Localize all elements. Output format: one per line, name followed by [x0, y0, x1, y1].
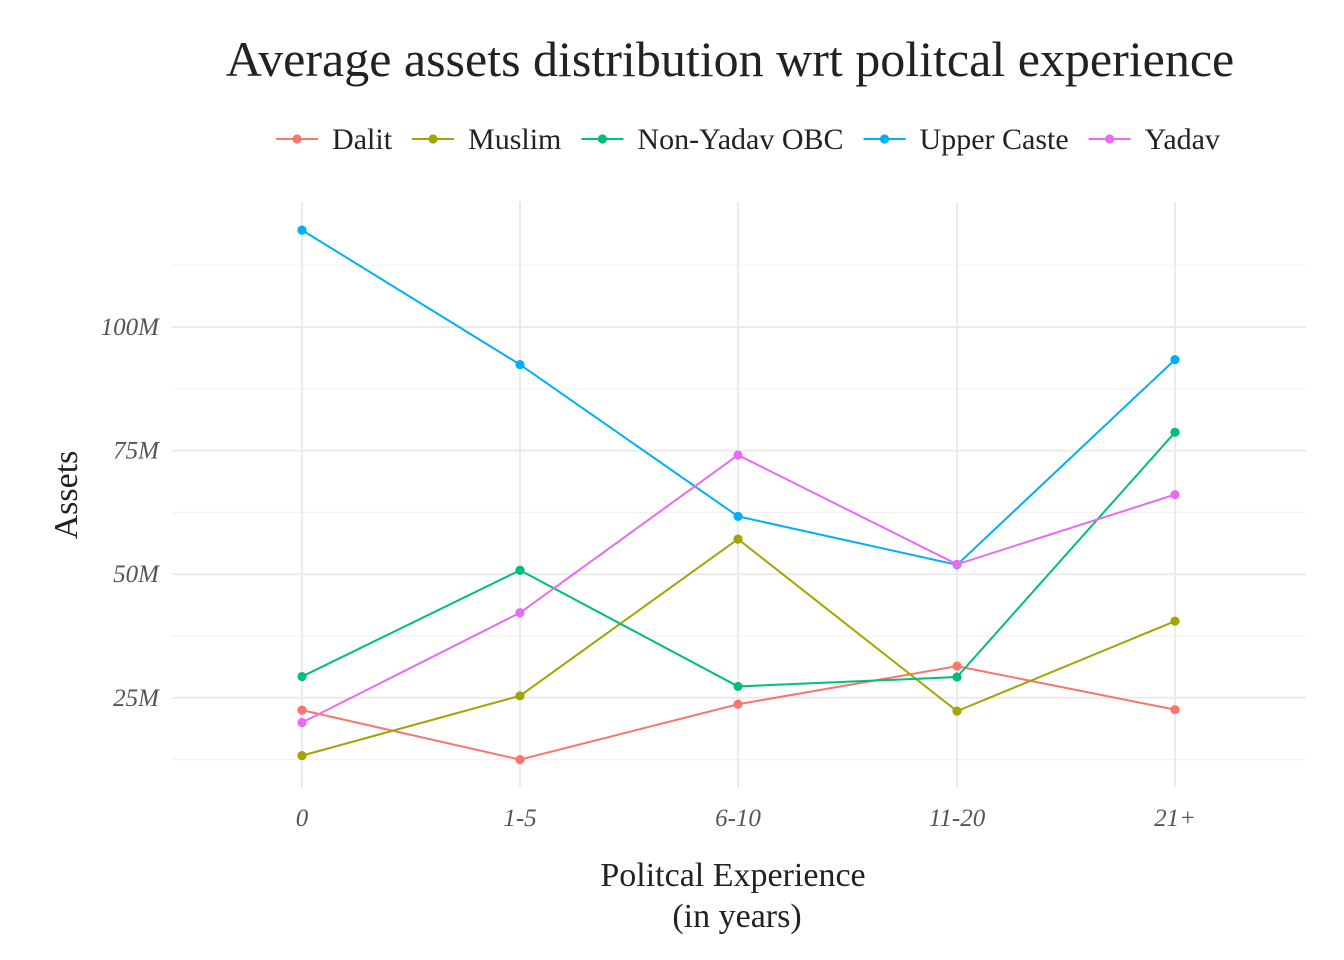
legend-key-point — [879, 134, 890, 144]
data-point-dalit-21 — [1170, 705, 1180, 715]
legend-label-yadav: Yadav — [1145, 123, 1220, 156]
data-point-non-yadav-obc-0 — [297, 671, 307, 682]
legend-item-non-yadav-obc: Non-Yadav OBC — [581, 123, 844, 156]
y-tick-label-25m: 25M — [113, 685, 160, 712]
series-non-yadav-obc — [297, 427, 1180, 692]
x-tick-label-11-20: 11-20 — [929, 805, 986, 832]
y-tick-label-50m: 50M — [113, 561, 160, 588]
data-point-non-yadav-obc-1-5 — [515, 565, 525, 575]
x-axis-title-line-2: (in years) — [672, 898, 801, 935]
data-point-upper-caste-6-10 — [733, 511, 743, 521]
data-point-muslim-21 — [1170, 616, 1180, 626]
data-point-upper-caste-0 — [297, 225, 307, 235]
data-point-yadav-1-5 — [515, 608, 525, 618]
data-point-dalit-6-10 — [733, 699, 743, 709]
legend-item-yadav: Yadav — [1088, 123, 1220, 156]
legend-label-non-yadav-obc: Non-Yadav OBC — [637, 123, 843, 156]
series-yadav — [297, 450, 1180, 728]
legend-key-point — [292, 134, 302, 144]
legend-key-point — [1105, 134, 1115, 144]
y-axis-title: Assets — [48, 451, 85, 540]
legend-label-upper-caste: Upper Caste — [920, 123, 1069, 156]
x-axis-ticks: 0 1-5 6-10 11-20 21+ — [296, 805, 1196, 832]
data-point-yadav-11-20 — [952, 559, 962, 569]
data-point-yadav-21 — [1170, 490, 1180, 500]
legend-item-dalit: Dalit — [276, 123, 393, 156]
legend-item-upper-caste: Upper Caste — [863, 123, 1069, 156]
data-point-muslim-0 — [297, 751, 307, 761]
data-point-muslim-6-10 — [733, 534, 743, 544]
x-tick-label-0: 0 — [296, 805, 309, 832]
data-point-upper-caste-1-5 — [515, 359, 525, 370]
data-point-dalit-0 — [297, 705, 307, 715]
legend: Dalit Muslim Non-Yadav OBC Upper Caste Yadav — [276, 123, 1220, 156]
y-axis-ticks: 25M 50M 75M 100M — [101, 314, 161, 712]
plot-grid — [172, 202, 1306, 787]
data-point-upper-caste-21 — [1170, 355, 1180, 365]
legend-key-point — [597, 134, 607, 144]
data-point-muslim-11-20 — [952, 706, 962, 716]
data-point-non-yadav-obc-11-20 — [952, 672, 962, 682]
legend-label-muslim: Muslim — [468, 123, 561, 156]
series-layer — [297, 225, 1180, 765]
legend-key-point — [428, 134, 438, 144]
data-point-yadav-0 — [297, 717, 307, 728]
data-point-yadav-6-10 — [733, 450, 743, 460]
chart-title: Average assets distribution wrt politcal… — [226, 31, 1234, 87]
y-tick-label-100m: 100M — [101, 314, 161, 341]
data-point-dalit-1-5 — [515, 755, 525, 765]
legend-item-muslim: Muslim — [412, 123, 561, 156]
x-tick-label-1-5: 1-5 — [503, 805, 536, 832]
y-tick-label-75m: 75M — [113, 438, 160, 465]
legend-label-dalit: Dalit — [332, 123, 393, 156]
series-muslim — [297, 534, 1180, 761]
x-tick-label-6-10: 6-10 — [715, 805, 761, 832]
x-axis-title-line-1: Politcal Experience — [600, 857, 865, 894]
x-tick-label-21: 21+ — [1154, 805, 1196, 832]
data-point-non-yadav-obc-21 — [1170, 427, 1180, 437]
data-point-dalit-11-20 — [952, 661, 962, 671]
data-point-non-yadav-obc-6-10 — [733, 681, 743, 692]
data-point-muslim-1-5 — [515, 691, 525, 701]
